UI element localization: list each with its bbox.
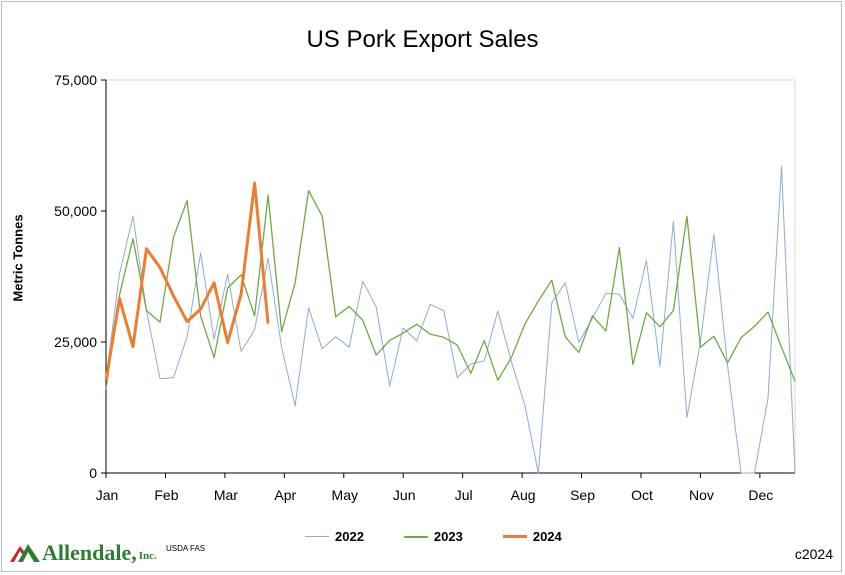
series-line-2023 bbox=[105, 189, 796, 390]
legend-label-2022: 2022 bbox=[335, 529, 364, 544]
legend-label-2024: 2024 bbox=[532, 529, 562, 544]
legend-item-2022: 2022 bbox=[305, 529, 364, 544]
source-note: USDA FAS bbox=[166, 544, 206, 553]
series-line-2024 bbox=[104, 181, 270, 382]
plot-area bbox=[105, 79, 796, 474]
x-tick-label: Dec bbox=[748, 487, 773, 503]
brand-name: Allendale, bbox=[42, 540, 137, 565]
copyright: c2024 bbox=[794, 546, 833, 562]
x-tick-label: Nov bbox=[689, 487, 714, 503]
logo-mark-icon bbox=[10, 544, 40, 562]
legend-item-2023: 2023 bbox=[403, 529, 463, 544]
x-tick-label: Jul bbox=[455, 487, 473, 503]
y-tick-label: 75,000 bbox=[54, 72, 97, 88]
legend-swatch-2022 bbox=[305, 536, 329, 537]
legend-item-2024: 2024 bbox=[502, 529, 562, 544]
legend-label-2023: 2023 bbox=[433, 529, 463, 544]
chart-title: US Pork Export Sales bbox=[306, 26, 539, 53]
x-tick-label: Sep bbox=[570, 487, 595, 503]
allendale-logo: Allendale, Inc. bbox=[10, 540, 157, 564]
legend-swatch-2024 bbox=[502, 535, 527, 538]
legend: 2022 2023 2024 bbox=[305, 529, 562, 544]
y-tick-label: 50,000 bbox=[54, 203, 97, 219]
legend-swatch-2023 bbox=[403, 535, 428, 538]
x-tick-label: Aug bbox=[511, 487, 536, 503]
brand-suffix: Inc. bbox=[138, 550, 157, 562]
y-tick-label: 25,000 bbox=[54, 334, 97, 350]
x-tick-label: Mar bbox=[214, 487, 238, 503]
series-line-2022 bbox=[105, 166, 796, 474]
y-tick-label: 0 bbox=[89, 465, 97, 481]
x-tick-label: Jun bbox=[393, 487, 416, 503]
x-tick-label: May bbox=[332, 487, 358, 503]
x-tick-label: Apr bbox=[274, 487, 296, 503]
x-tick-label: Feb bbox=[154, 487, 178, 503]
x-tick-label: Jan bbox=[96, 487, 119, 503]
x-tick-label: Oct bbox=[631, 487, 653, 503]
